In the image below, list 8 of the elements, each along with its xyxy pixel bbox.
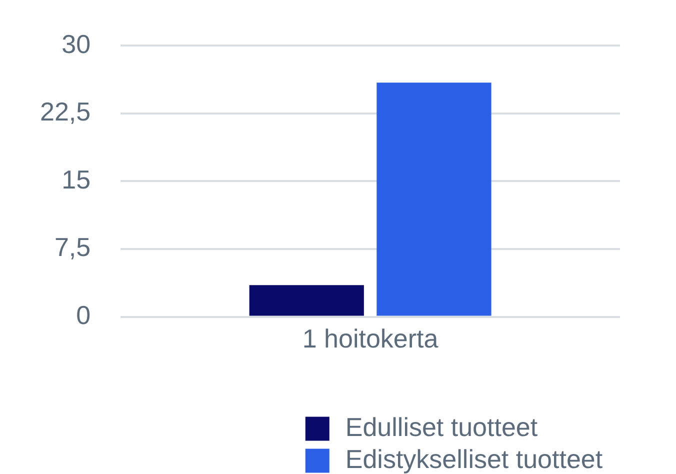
y-tick-label: 7,5 [54,232,91,262]
legend-label: Edulliset tuotteet [345,412,538,442]
y-tick-label: 22,5 [40,96,91,127]
y-tick-label: 15 [62,164,91,194]
y-tick-label: 0 [76,300,91,330]
y-tick-label: 30 [62,28,91,59]
x-tick-label: 1 hoitokerta [302,324,439,354]
legend-label: Edistykselliset tuotteet [345,444,604,474]
